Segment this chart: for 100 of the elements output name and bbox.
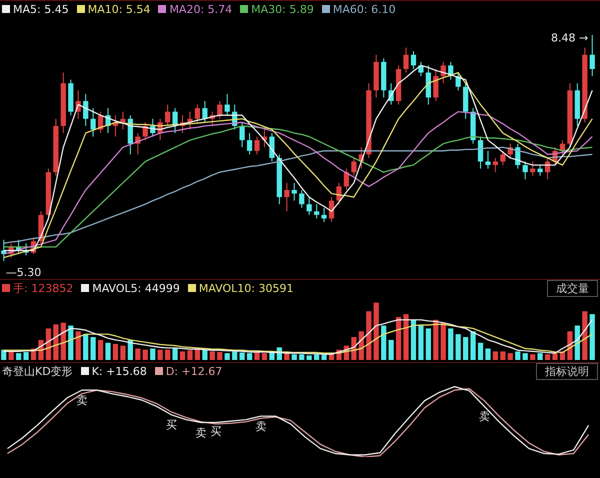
bar xyxy=(98,340,104,360)
candlestick xyxy=(292,182,297,202)
bar xyxy=(500,351,506,360)
candlestick xyxy=(492,157,498,173)
bar xyxy=(165,350,170,360)
candlestick xyxy=(500,150,506,166)
bar xyxy=(23,352,29,360)
bar xyxy=(158,350,163,360)
candlestick xyxy=(410,50,416,70)
bar xyxy=(410,320,416,360)
bar xyxy=(187,350,193,360)
bar xyxy=(538,353,543,360)
legend-label: MA10: 5.54 xyxy=(88,2,150,16)
bar xyxy=(403,314,409,360)
candlestick xyxy=(202,100,208,123)
bar xyxy=(306,355,312,360)
candlestick xyxy=(522,161,528,180)
bar xyxy=(217,352,222,360)
bar xyxy=(246,353,252,360)
bar xyxy=(396,316,402,360)
candlestick xyxy=(142,122,148,141)
candlestick xyxy=(433,68,438,102)
bar xyxy=(135,348,140,360)
legend-label: MA20: 5.74 xyxy=(169,2,232,16)
bar xyxy=(120,346,126,360)
candlestick xyxy=(217,100,222,120)
legend-label: K: +15.68 xyxy=(92,364,147,378)
bar xyxy=(224,353,230,360)
text: 成交量 xyxy=(547,280,598,296)
candlestick xyxy=(485,150,491,170)
bar xyxy=(522,353,528,360)
legend-label: MA60: 6.10 xyxy=(332,2,396,16)
bar xyxy=(321,354,327,360)
bar xyxy=(180,351,186,360)
candlestick xyxy=(344,168,350,190)
bar xyxy=(374,302,379,360)
bar xyxy=(292,354,297,360)
text: —5.30 xyxy=(6,266,42,280)
bar xyxy=(433,320,438,360)
bar xyxy=(470,331,476,360)
candlestick xyxy=(194,104,200,123)
bar xyxy=(485,348,491,360)
chart-title: 奇登山KD变形 xyxy=(2,364,73,378)
bar xyxy=(530,354,536,360)
bar xyxy=(68,326,74,360)
bar xyxy=(418,326,424,360)
candlestick xyxy=(314,204,320,219)
annotation: 卖 xyxy=(76,394,88,408)
bar xyxy=(76,331,81,360)
annotation: 8.48 → xyxy=(551,32,588,45)
candlestick xyxy=(224,93,230,116)
candlestick xyxy=(403,47,409,74)
bar xyxy=(456,334,461,360)
bar xyxy=(544,354,550,360)
bar xyxy=(552,353,558,360)
legend-label: MAVOL5: 44999 xyxy=(92,282,180,294)
bar xyxy=(463,337,468,360)
legend-label: MAVOL10: 30591 xyxy=(198,282,294,294)
annotation: 买 xyxy=(166,418,177,432)
bar xyxy=(8,351,14,360)
bar xyxy=(90,337,96,360)
bar xyxy=(388,340,394,360)
text: 指标说明 xyxy=(536,362,598,380)
bar xyxy=(314,354,320,360)
bar xyxy=(381,326,386,360)
bar xyxy=(448,328,454,360)
bar xyxy=(83,334,88,360)
candlestick xyxy=(306,196,312,216)
bar xyxy=(142,350,148,360)
bar xyxy=(284,353,290,360)
bar xyxy=(150,348,156,360)
candlestick xyxy=(240,122,245,148)
candlestick xyxy=(83,93,88,126)
candlestick xyxy=(299,189,304,208)
bar xyxy=(366,311,372,360)
annotation: 卖 xyxy=(478,410,490,424)
candlestick xyxy=(530,161,536,176)
bar xyxy=(112,344,118,360)
bar xyxy=(240,352,245,360)
bar xyxy=(492,351,498,360)
candlestick xyxy=(90,108,96,138)
candlestick xyxy=(478,136,484,170)
bar xyxy=(478,342,484,360)
bar xyxy=(232,351,238,360)
candlestick xyxy=(538,164,543,176)
bar xyxy=(172,348,178,360)
bar xyxy=(515,351,520,360)
candlestick xyxy=(590,34,595,77)
candlestick xyxy=(120,111,126,130)
bar xyxy=(16,353,22,360)
bar xyxy=(210,351,215,360)
candlestick xyxy=(284,182,290,212)
bar xyxy=(582,311,588,360)
candlestick xyxy=(165,104,170,126)
legend-label: MA30: 5.89 xyxy=(251,2,314,16)
bar xyxy=(60,322,66,360)
candlestick xyxy=(321,207,327,223)
candlestick xyxy=(246,132,252,155)
annotation: 买 xyxy=(210,424,222,438)
legend-label: D: +12.67 xyxy=(166,364,222,378)
